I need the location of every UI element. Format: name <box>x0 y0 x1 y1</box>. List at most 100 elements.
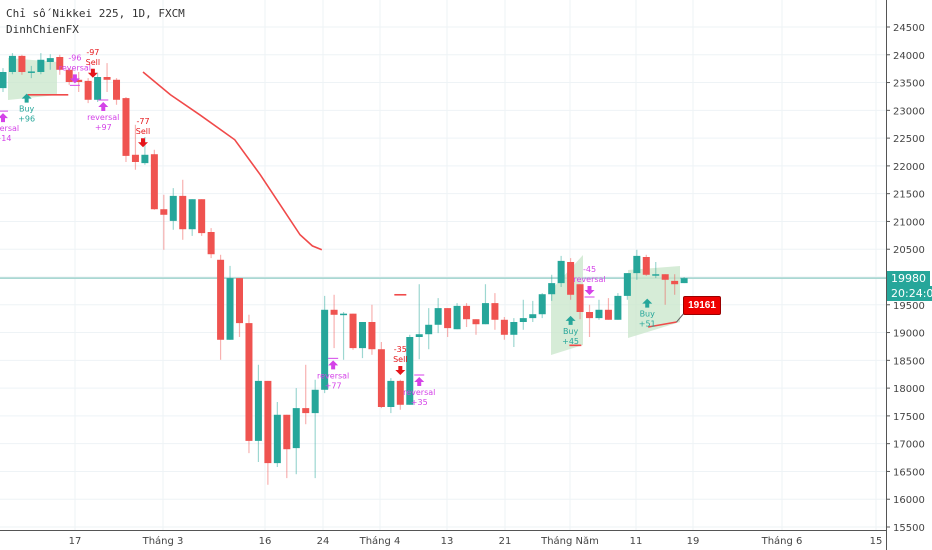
candle <box>595 299 603 320</box>
candle-body <box>226 278 234 340</box>
candle-body <box>349 313 357 349</box>
arrow-down-icon <box>87 68 98 78</box>
candle <box>406 334 414 405</box>
signal-label: Sell <box>136 127 150 136</box>
signal-buy: Buy+96 <box>18 93 35 124</box>
candle <box>321 295 329 394</box>
candle-body <box>377 349 385 407</box>
y-tick-label: 16000 <box>893 495 925 506</box>
candle <box>84 78 92 104</box>
current-price-label: 19980 <box>887 271 930 286</box>
candle <box>472 319 480 335</box>
candle <box>150 149 158 210</box>
candle-body <box>519 318 527 322</box>
x-tick-label: Tháng 4 <box>359 535 401 547</box>
candle <box>254 364 262 462</box>
candle <box>642 254 650 276</box>
y-tick-label: 18500 <box>893 356 925 367</box>
signal-label: reversal <box>573 275 605 284</box>
arrow-down-icon <box>395 366 406 375</box>
signal-label: Buy <box>563 327 579 336</box>
candle <box>46 54 54 70</box>
y-tick-label: 16500 <box>893 467 925 478</box>
candle-body <box>179 195 187 230</box>
candle-body <box>340 313 348 316</box>
candle-body <box>65 69 73 82</box>
y-tick-label: 18000 <box>893 384 925 395</box>
candle <box>113 78 121 105</box>
signal-value: -45 <box>583 265 596 274</box>
candle-body <box>576 284 584 312</box>
candle <box>453 303 461 330</box>
y-tick-label: 20500 <box>893 245 925 256</box>
price-callout: 19161 <box>683 296 721 315</box>
candle-body <box>37 59 45 72</box>
candle <box>387 378 395 414</box>
signal-label: Buy <box>640 310 656 319</box>
signal-value: +51 <box>639 320 656 329</box>
candle <box>614 293 622 320</box>
signal-value: +77 <box>325 381 342 390</box>
candle <box>217 254 225 360</box>
candle <box>245 314 253 454</box>
candle <box>94 73 102 102</box>
candle-body <box>387 380 395 407</box>
symbol-title: Chỉ số Nikkei 225, 1D, FXCM <box>6 7 185 20</box>
y-tick-label: 23500 <box>893 79 925 90</box>
candle-body <box>406 337 414 405</box>
candle <box>425 308 433 350</box>
candle <box>103 63 111 92</box>
candle-body <box>254 380 262 441</box>
candle <box>538 293 546 319</box>
candle-body <box>368 322 376 350</box>
candle-body <box>75 79 83 82</box>
signal-label: reversal <box>59 63 91 72</box>
y-tick-label: 21500 <box>893 190 925 201</box>
signal-label: Sell <box>393 355 407 364</box>
candle-body <box>652 274 660 276</box>
candle-body <box>141 154 149 164</box>
candle-body <box>567 262 575 295</box>
candle-body <box>18 55 26 72</box>
x-tick-label: 15 <box>870 536 883 547</box>
author-name: DinhChienFX <box>6 23 79 36</box>
candle-body <box>510 322 518 335</box>
candle-body <box>358 322 366 349</box>
candle-body <box>538 294 546 315</box>
candle-body <box>633 255 641 274</box>
arrow-down-icon <box>138 138 149 148</box>
arrow-up-icon <box>98 102 109 111</box>
candle <box>557 255 565 287</box>
candle-body <box>548 283 556 295</box>
candle-body <box>680 278 688 284</box>
candle <box>444 308 452 337</box>
candle <box>529 300 537 322</box>
candle-body <box>169 195 177 221</box>
x-tick-label: 21 <box>499 536 512 547</box>
y-tick-label: 17500 <box>893 412 925 423</box>
signal-label: reversal <box>403 388 435 397</box>
signal-zone <box>551 255 583 355</box>
signal-zone <box>628 266 680 338</box>
candle <box>292 388 300 475</box>
candle <box>368 304 376 355</box>
signal-value: -35 <box>394 345 407 354</box>
candle <box>311 379 319 479</box>
candle <box>415 284 423 360</box>
candle-body <box>472 319 480 325</box>
candle <box>8 53 16 75</box>
y-tick-label: 21000 <box>893 217 925 228</box>
candle-body <box>604 309 612 320</box>
candle <box>623 273 631 300</box>
candle-body <box>321 309 329 390</box>
candle <box>661 274 669 305</box>
candle <box>226 265 234 340</box>
signal-label: Sell <box>86 58 100 67</box>
candle <box>283 414 291 479</box>
x-tick-label: 19 <box>687 536 700 547</box>
candle-body <box>396 380 404 405</box>
candle-body <box>160 209 168 215</box>
candle <box>75 72 83 92</box>
